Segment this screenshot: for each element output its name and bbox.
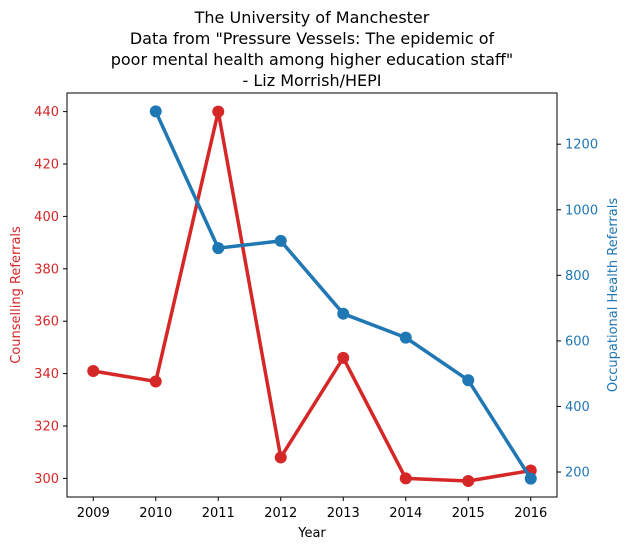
counselling-point: [274, 451, 287, 464]
occupational-health-point: [274, 234, 287, 247]
left-y-axis-label: Counselling Referrals: [9, 226, 24, 364]
occupational-health-point: [212, 242, 225, 255]
x-tick-label: 2016: [514, 506, 547, 521]
occupational-health-point: [462, 374, 475, 387]
occupational-health-series-line: [154, 109, 533, 481]
x-tick-label: 2013: [327, 506, 360, 521]
plot-frame: [66, 92, 558, 498]
right-y-tick-label: 800: [565, 269, 590, 284]
left-y-tick-label: 360: [34, 315, 59, 330]
counselling-point: [149, 375, 162, 388]
occupational-health-point: [337, 307, 350, 320]
x-axis-label: Year: [297, 526, 326, 541]
right-y-tick-label: 1200: [565, 138, 598, 153]
counselling-series-line: [91, 109, 533, 483]
title-line-4: - Liz Morrish/HEPI: [243, 71, 382, 90]
occupational-health-point: [524, 472, 537, 485]
x-tick-label: 2012: [264, 506, 297, 521]
left-y-tick-label: 320: [34, 419, 59, 434]
right-y-axis-label: Occupational Health Referrals: [606, 198, 621, 392]
left-y-tick-label: 300: [34, 472, 59, 487]
left-y-tick-label: 400: [34, 210, 59, 225]
x-axis: 2009 2010 2011 2012 2013 2014 2015 2016: [77, 497, 547, 521]
counselling-point: [87, 364, 100, 377]
x-tick-label: 2009: [77, 506, 110, 521]
occupational-health-point: [399, 331, 412, 344]
right-y-tick-label: 1000: [565, 203, 598, 218]
series-layer: [87, 105, 537, 488]
counselling-point: [462, 475, 475, 488]
left-y-tick-label: 380: [34, 262, 59, 277]
right-y-tick-label: 400: [565, 400, 590, 415]
counselling-point: [399, 472, 412, 485]
left-y-tick-label: 440: [34, 105, 59, 120]
title-line-3: poor mental health among higher educatio…: [111, 50, 514, 69]
right-y-tick-label: 600: [565, 334, 590, 349]
x-tick-label: 2014: [389, 506, 422, 521]
counselling-point: [337, 351, 350, 364]
x-tick-label: 2015: [452, 506, 485, 521]
left-y-axis: 300 320 340 360 380 400 420 440: [34, 105, 67, 487]
title-line-2: Data from "Pressure Vessels: The epidemi…: [130, 29, 495, 48]
x-tick-label: 2011: [202, 506, 235, 521]
x-tick-label: 2010: [139, 506, 172, 521]
left-y-tick-label: 420: [34, 158, 59, 173]
title-line-1: The University of Manchester: [194, 8, 430, 27]
counselling-point: [212, 105, 225, 118]
occupational-health-point: [149, 105, 162, 118]
left-y-tick-label: 340: [34, 367, 59, 382]
right-y-tick-label: 200: [565, 466, 590, 481]
right-y-axis: 200 400 600 800 1000 1200: [557, 138, 598, 481]
chart-title: The University of Manchester Data from "…: [111, 8, 514, 90]
